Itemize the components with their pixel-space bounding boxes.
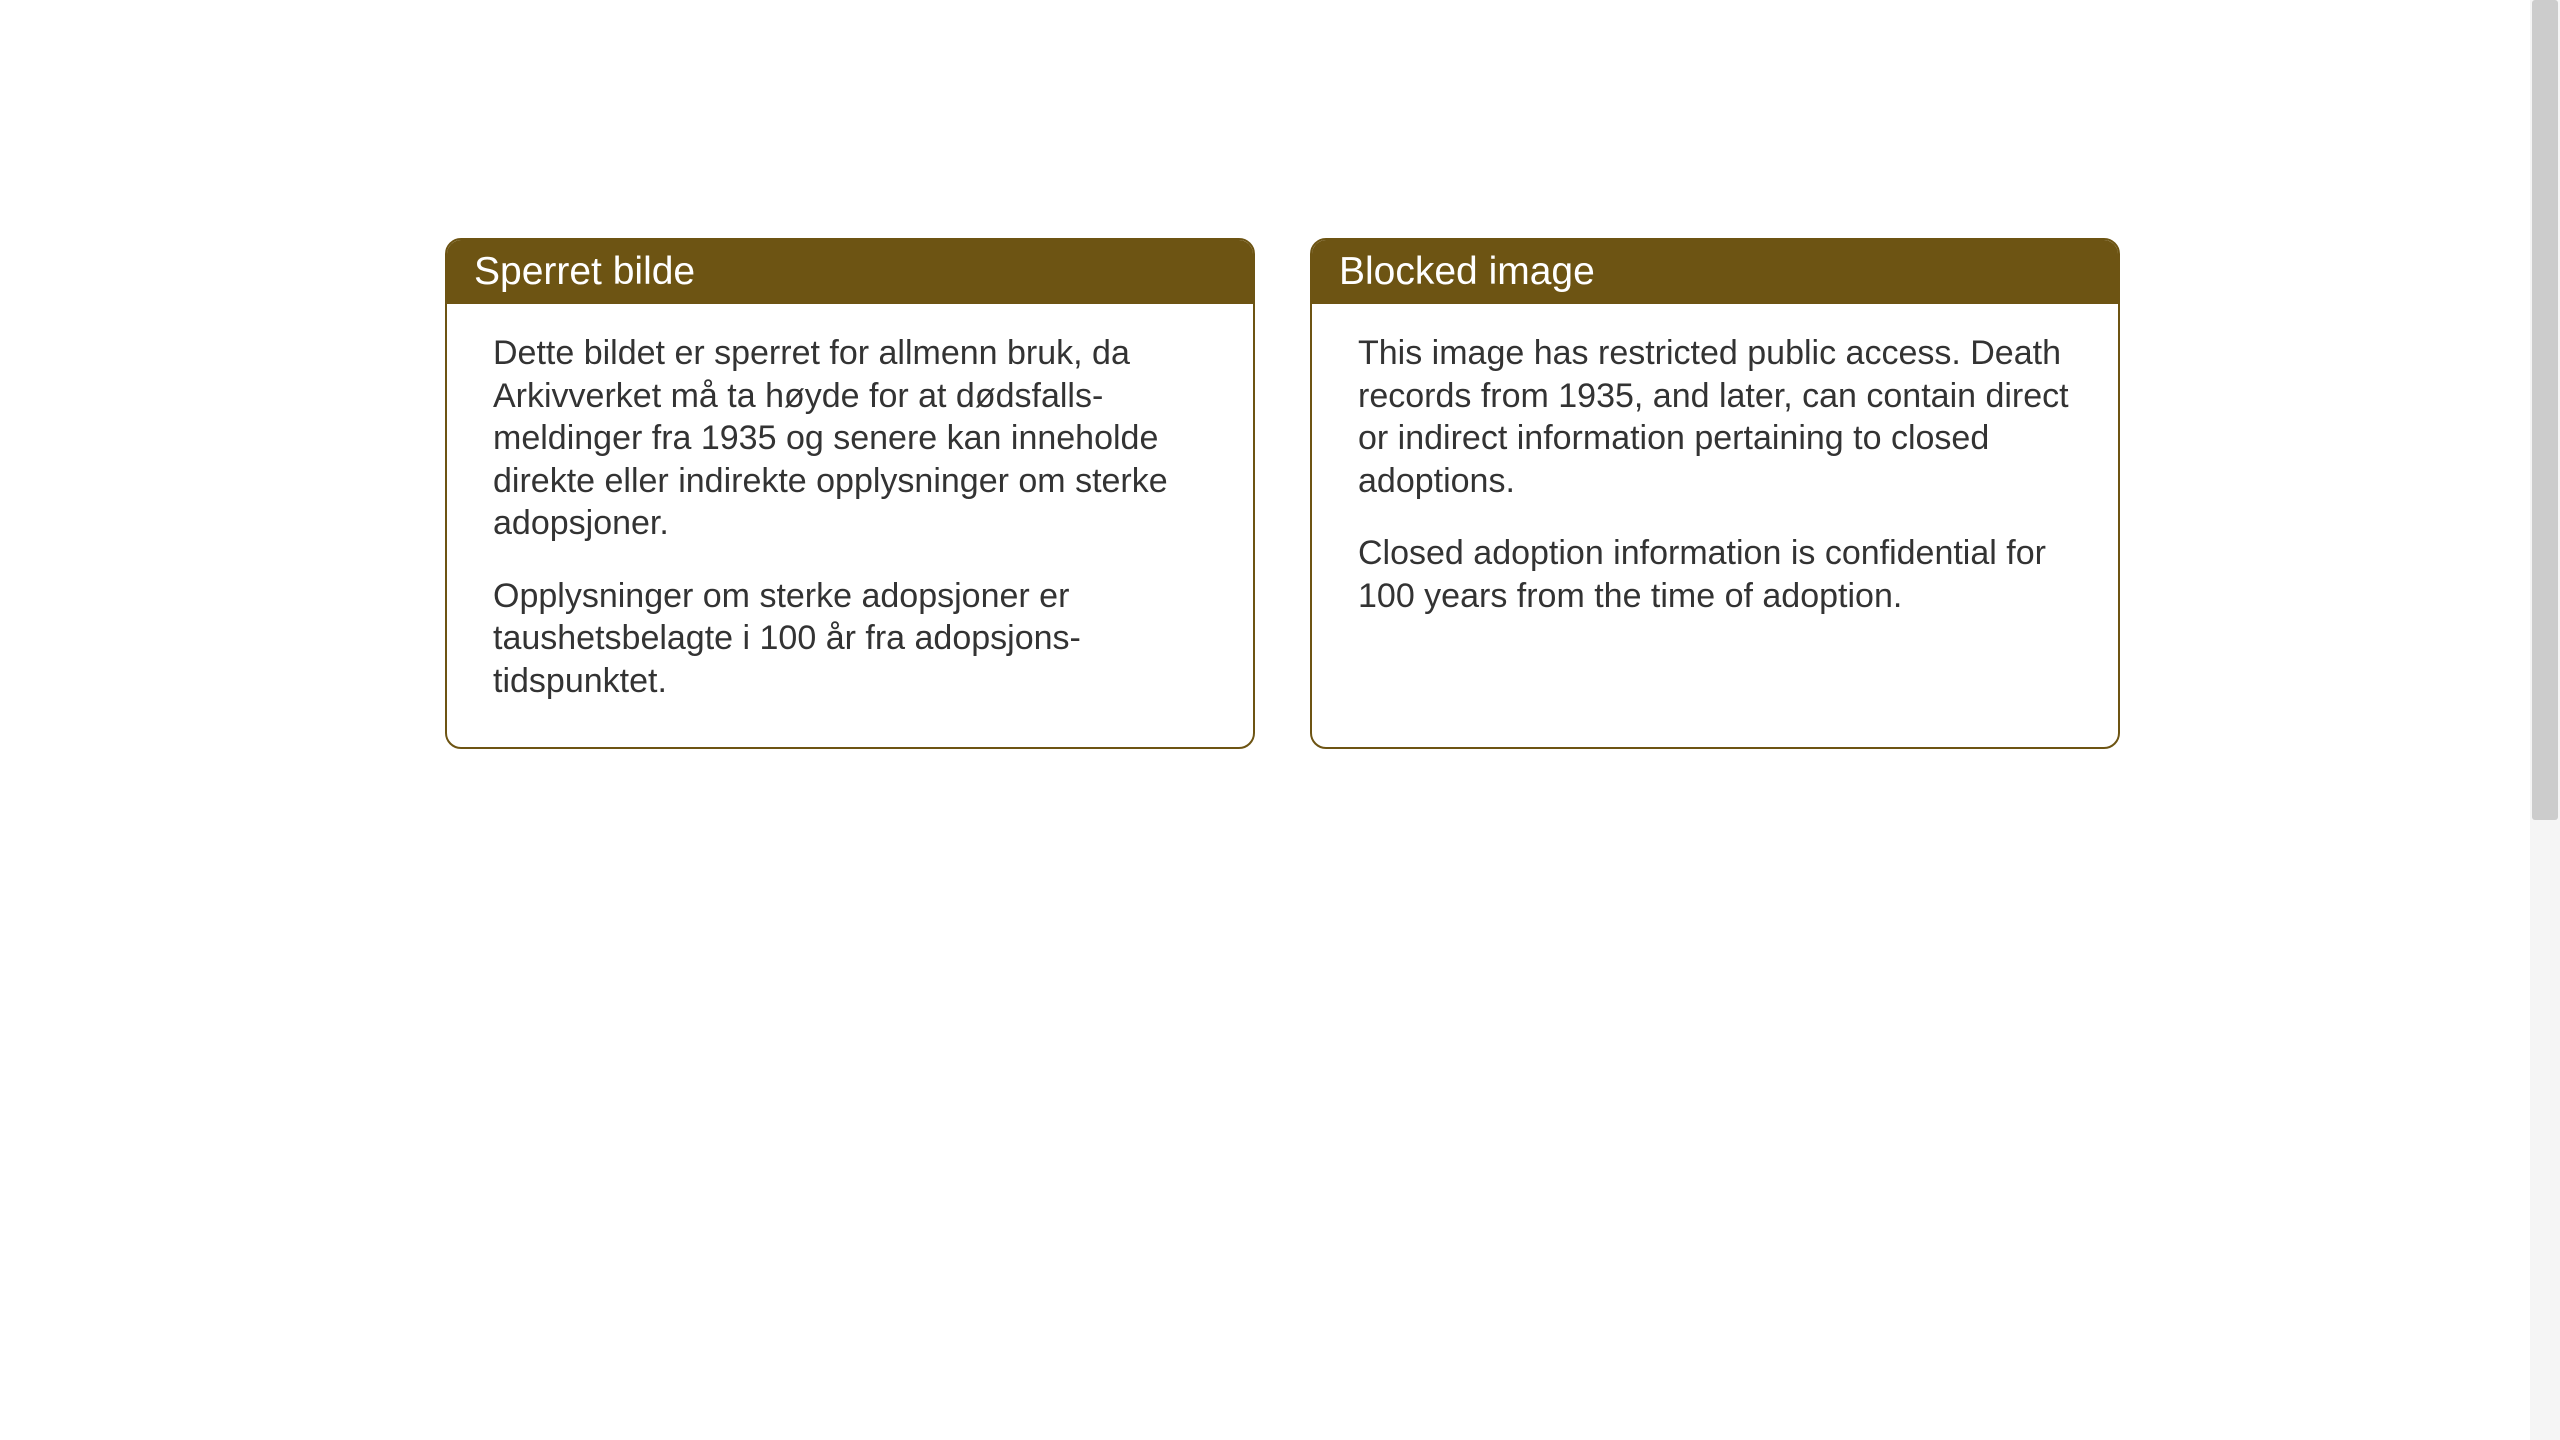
norwegian-paragraph-1: Dette bildet er sperret for allmenn bruk… [493,332,1207,545]
notice-cards-container: Sperret bilde Dette bildet er sperret fo… [445,238,2120,749]
english-paragraph-1: This image has restricted public access.… [1358,332,2072,502]
norwegian-card-body: Dette bildet er sperret for allmenn bruk… [447,304,1253,747]
english-paragraph-2: Closed adoption information is confident… [1358,532,2072,617]
english-card-body: This image has restricted public access.… [1312,304,2118,662]
norwegian-notice-card: Sperret bilde Dette bildet er sperret fo… [445,238,1255,749]
norwegian-paragraph-2: Opplysninger om sterke adopsjoner er tau… [493,575,1207,703]
english-notice-card: Blocked image This image has restricted … [1310,238,2120,749]
norwegian-card-title: Sperret bilde [447,240,1253,304]
vertical-scrollbar-track[interactable] [2530,0,2560,1440]
vertical-scrollbar-thumb[interactable] [2532,0,2558,820]
english-card-title: Blocked image [1312,240,2118,304]
